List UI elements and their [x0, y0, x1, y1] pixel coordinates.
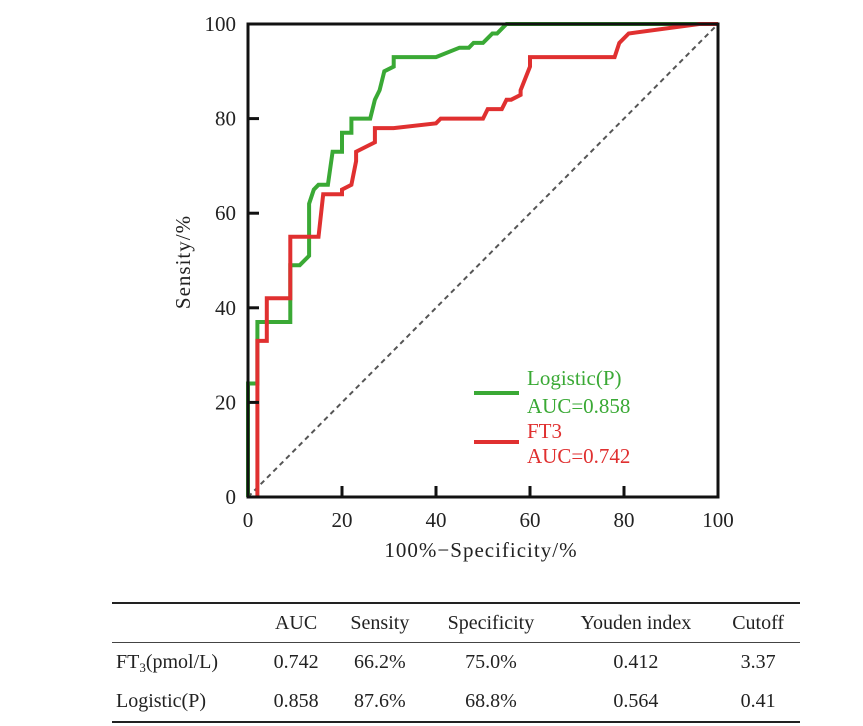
cell-youden: 0.412 [613, 651, 659, 673]
cell-cutoff: 3.37 [740, 651, 776, 673]
x-tick-label: 100 [702, 508, 734, 532]
table-row: FT3(pmol/L) 0.742 66.2% 75.0% 0.412 3.37 [112, 643, 800, 683]
plot-frame [246, 22, 720, 499]
legend-label-ft3: FT3 [527, 419, 562, 443]
x-tick-label: 40 [426, 508, 447, 532]
x-tick-label: 60 [520, 508, 541, 532]
y-axis-title: Sensity/% [171, 215, 195, 309]
y-tick-label: 60 [215, 201, 236, 225]
cell-auc: 0.858 [273, 690, 319, 712]
cell-specificity: 68.8% [465, 690, 517, 712]
cell-specificity: 75.0% [465, 651, 517, 673]
cell-auc: 0.742 [273, 651, 319, 673]
legend-auc-ft3: AUC=0.742 [527, 444, 630, 468]
x-tick-label: 80 [614, 508, 635, 532]
header-cell-sensity: Sensity [350, 611, 410, 634]
y-tick-label: 80 [215, 107, 236, 131]
plot-area [246, 22, 719, 498]
legend-label-logistic: Logistic(P) [527, 366, 622, 390]
row-name-ft3-unit: (pmol/L) [145, 651, 219, 673]
y-tick-label: 40 [215, 296, 236, 320]
cell-cutoff: 0.41 [740, 690, 776, 712]
y-tick-label: 20 [215, 390, 236, 414]
header-cell-youden: Youden index [580, 611, 692, 634]
row-name-ft3-sub: 3 [139, 660, 146, 675]
cell-sensity: 87.6% [354, 690, 406, 712]
legend: Logistic(P) AUC=0.858 FT3 AUC=0.742 [474, 366, 630, 468]
y-tick-label: 100 [205, 12, 237, 36]
table-header-row: AUC Sensity Specificity Youden index Cut… [112, 603, 800, 643]
header-cell-specificity: Specificity [447, 611, 535, 634]
x-tick-label: 20 [332, 508, 353, 532]
cell-sensity: 66.2% [354, 651, 406, 673]
cell-youden: 0.564 [613, 690, 659, 712]
header-cell-empty [112, 603, 259, 643]
x-tick-label: 0 [243, 508, 254, 532]
row-name-ft3-main: FT [116, 651, 140, 673]
legend-auc-logistic: AUC=0.858 [527, 394, 630, 418]
roc-chart: 0 20 40 60 80 100 0 20 40 60 80 100 100%−Specificit… [171, 12, 734, 562]
x-axis-title: 100%−Specificity/% [384, 538, 577, 562]
header-cell-cutoff: Cutoff [732, 611, 785, 634]
axes: 0 20 40 60 80 100 0 20 40 60 80 100 [205, 12, 734, 532]
y-tick-label: 0 [226, 485, 237, 509]
table-row: Logistic(P) 0.858 87.6% 68.8% 0.564 0.41 [112, 682, 800, 722]
header-cell-auc: AUC [274, 611, 318, 634]
row-name-logistic: Logistic(P) [116, 690, 206, 712]
stats-table: AUC Sensity Specificity Youden index Cut… [112, 602, 800, 723]
reference-diagonal-line [247, 23, 719, 498]
row-name-ft3: FT3(pmol/L) [112, 643, 259, 683]
ft3-roc-curve [255, 22, 718, 497]
